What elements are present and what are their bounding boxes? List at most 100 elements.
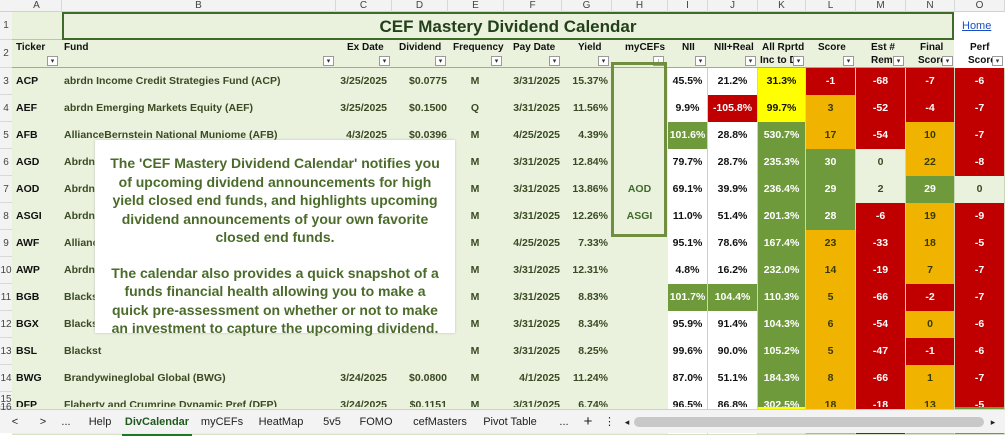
tab-fomo[interactable]: FOMO (359, 416, 393, 428)
cell-yield[interactable]: 11.56% (572, 102, 608, 114)
cell-score[interactable]: 30 (806, 149, 856, 176)
scroll-left-icon[interactable]: ◂ (624, 417, 630, 427)
cell-yield[interactable]: 12.84% (572, 156, 608, 168)
cell-score[interactable]: 29 (806, 176, 856, 203)
cell-fund[interactable]: Abrdn (64, 264, 95, 276)
cell-freq[interactable]: M (470, 291, 480, 303)
cell-nii[interactable]: 101.7% (668, 284, 708, 311)
cell-my[interactable] (612, 365, 667, 392)
cell-score[interactable]: 14 (806, 257, 856, 284)
sorted-filter-icon[interactable]: ↓ (653, 56, 664, 66)
row-number[interactable]: 14 (0, 365, 12, 392)
cell-yield[interactable]: 12.31% (572, 264, 608, 276)
scroll-right-icon[interactable]: ▸ (990, 417, 996, 427)
column-letter[interactable]: O (955, 0, 1005, 12)
cell-my[interactable] (612, 257, 667, 284)
add-sheet-icon[interactable]: + (583, 413, 593, 430)
cell-nii[interactable]: 95.9% (668, 311, 708, 338)
cell-est[interactable]: -68 (856, 68, 906, 95)
column-letter[interactable]: K (758, 0, 806, 12)
tab-heatmap[interactable]: HeatMap (258, 416, 304, 428)
cell-score[interactable]: 5 (806, 338, 856, 365)
cell-ex[interactable]: 4/3/2025 (346, 129, 387, 141)
tab-divcalendar[interactable]: DivCalendar (122, 410, 192, 436)
cell-ticker[interactable]: AWF (16, 237, 40, 249)
cell-pay[interactable]: 3/31/2025 (513, 264, 560, 276)
cell-yield[interactable]: 8.34% (578, 318, 608, 330)
tab-pivot-table[interactable]: Pivot Table (483, 416, 537, 428)
cell-ticker[interactable]: AWP (16, 264, 40, 276)
table-row[interactable]: BSL Blackst M 3/31/2025 8.25% 99.6% 90.0% 105.2… (12, 338, 1005, 366)
cell-all[interactable]: 167.4% (758, 230, 806, 257)
filter-dropdown-icon[interactable]: ▾ (793, 56, 804, 66)
row-number[interactable]: 16 (0, 402, 12, 413)
cell-niir[interactable]: 16.2% (708, 257, 758, 284)
horizontal-scrollbar[interactable] (634, 417, 984, 427)
filter-dropdown-icon[interactable]: ▾ (47, 56, 58, 66)
cell-freq[interactable]: M (470, 156, 480, 168)
cell-niir[interactable]: 91.4% (708, 311, 758, 338)
cell-fund[interactable]: Brandywineglobal Global (BWG) (64, 372, 226, 384)
cell-yield[interactable]: 7.33% (578, 237, 608, 249)
cell-final[interactable]: 19 (906, 203, 955, 230)
cell-perf[interactable]: -7 (955, 95, 1005, 122)
cell-est[interactable]: -66 (856, 284, 906, 311)
cell-freq[interactable]: M (470, 129, 480, 141)
row-number[interactable]: 10 (0, 257, 12, 284)
cell-est[interactable]: -33 (856, 230, 906, 257)
table-row[interactable]: AEF abrdn Emerging Markets Equity (AEF) 3/… (12, 95, 1005, 123)
cell-yield[interactable]: 4.39% (578, 129, 608, 141)
cell-fund[interactable]: Blackst (64, 291, 102, 303)
cell-my[interactable] (612, 284, 667, 311)
cell-perf[interactable]: -5 (955, 230, 1005, 257)
cell-niir[interactable]: 21.2% (708, 68, 758, 95)
tab-cefmasters[interactable]: cefMasters (413, 416, 467, 428)
column-letter[interactable]: D (392, 0, 448, 12)
cell-ex[interactable]: 3/25/2025 (340, 102, 387, 114)
cell-final[interactable]: -4 (906, 95, 955, 122)
cell-freq[interactable]: M (470, 318, 480, 330)
cell-est[interactable]: -47 (856, 338, 906, 365)
column-letter[interactable]: L (806, 0, 856, 12)
cell-fund[interactable]: abrdn Emerging Markets Equity (AEF) (64, 102, 254, 114)
cell-perf[interactable]: -7 (955, 257, 1005, 284)
cell-est[interactable]: 0 (856, 149, 906, 176)
cell-nii[interactable]: 11.0% (668, 203, 708, 230)
cell-niir[interactable]: 28.8% (708, 122, 758, 149)
filter-dropdown-icon[interactable]: ▾ (893, 56, 904, 66)
row-number[interactable]: 7 (0, 176, 12, 203)
cell-score[interactable]: 5 (806, 284, 856, 311)
cell-est[interactable]: 2 (856, 176, 906, 203)
tab-5v5[interactable]: 5v5 (323, 416, 341, 428)
cell-perf[interactable]: -7 (955, 122, 1005, 149)
cell-final[interactable]: 22 (906, 149, 955, 176)
cell-ticker[interactable]: BGB (16, 291, 40, 303)
filter-dropdown-icon[interactable]: ▾ (549, 56, 560, 66)
cell-est[interactable]: -54 (856, 122, 906, 149)
cell-niir[interactable]: 28.7% (708, 149, 758, 176)
cell-score[interactable]: 3 (806, 95, 856, 122)
cell-all[interactable]: 99.7% (758, 95, 806, 122)
row-number[interactable]: 13 (0, 338, 12, 365)
cell-freq[interactable]: M (470, 237, 480, 249)
cell-nii[interactable]: 9.9% (668, 95, 708, 122)
cell-pay[interactable]: 3/31/2025 (513, 102, 560, 114)
cell-nii[interactable]: 45.5% (668, 68, 708, 95)
row-number[interactable]: 4 (0, 95, 12, 122)
row-number[interactable]: 15 (0, 392, 12, 407)
tab-more-left-icon[interactable]: ... (61, 416, 71, 428)
cell-freq[interactable]: M (470, 399, 480, 411)
cell-yield[interactable]: 13.86% (572, 183, 608, 195)
cell-ticker[interactable]: ASGI (16, 210, 42, 222)
row-number[interactable]: 12 (0, 311, 12, 338)
filter-dropdown-icon[interactable]: ▾ (598, 56, 609, 66)
cell-nii[interactable]: 4.8% (668, 257, 708, 284)
row-number[interactable]: 11 (0, 284, 12, 311)
column-letter[interactable]: E (448, 0, 504, 12)
cell-yield[interactable]: 12.26% (572, 210, 608, 222)
cell-perf[interactable]: -7 (955, 284, 1005, 311)
cell-nii[interactable]: 79.7% (668, 149, 708, 176)
table-row[interactable]: ACP abrdn Income Credit Strategies Fund (… (12, 68, 1005, 96)
cell-score[interactable]: 6 (806, 311, 856, 338)
cell-all[interactable]: 530.7% (758, 122, 806, 149)
